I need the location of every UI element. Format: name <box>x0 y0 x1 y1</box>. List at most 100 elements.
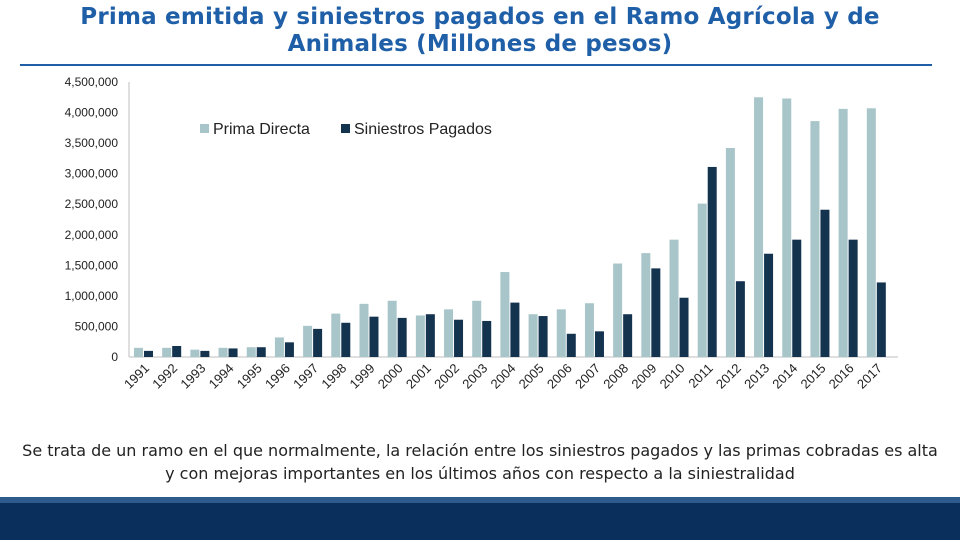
x-axis: 1991199219931994199519961997199819992000… <box>121 356 898 392</box>
chart-caption: Se trata de un ramo en el que normalment… <box>22 441 938 483</box>
bar-prima-directa <box>866 108 876 358</box>
x-tick-label: 2005 <box>516 361 547 392</box>
bar-prima-directa <box>190 349 200 357</box>
y-tick-label: 3,000,000 <box>65 167 119 181</box>
bar-siniestros-pagados <box>228 348 238 357</box>
bar-chart: 0 500,000 1,000,000 1,500,000 2,000,000 2,500… <box>65 75 898 392</box>
bar-prima-directa <box>641 253 651 357</box>
bar-siniestros-pagados <box>679 297 689 357</box>
bar-siniestros-pagados <box>538 316 548 357</box>
bar-siniestros-pagados <box>792 239 802 357</box>
bar-siniestros-pagados <box>256 347 266 357</box>
x-tick-label: 2010 <box>657 361 688 392</box>
x-tick-label: 1999 <box>347 361 378 392</box>
bar-siniestros-pagados <box>594 331 604 357</box>
bar-prima-directa <box>810 121 820 357</box>
x-tick-label: 2007 <box>572 361 603 392</box>
bar-prima-directa <box>274 337 284 357</box>
bar-prima-directa <box>584 303 594 357</box>
y-tick-label: 2,000,000 <box>65 228 119 242</box>
y-tick-label: 2,500,000 <box>65 197 119 211</box>
x-tick-label: 2016 <box>826 361 857 392</box>
bar-prima-directa <box>303 325 313 357</box>
bar-siniestros-pagados <box>144 350 153 357</box>
bar-prima-directa <box>556 309 566 357</box>
bar-prima-directa <box>669 239 679 357</box>
bar-prima-directa <box>218 347 228 357</box>
x-tick-label: 1997 <box>290 361 321 392</box>
bar-siniestros-pagados <box>876 282 886 357</box>
x-tick-label: 2011 <box>685 361 715 391</box>
x-tick-label: 2001 <box>403 361 434 392</box>
x-tick-label: 2006 <box>544 361 575 392</box>
y-tick-label: 4,000,000 <box>65 106 119 120</box>
bar-siniestros-pagados <box>848 239 858 357</box>
bar-prima-directa <box>838 108 848 357</box>
bar-prima-directa <box>528 314 538 357</box>
bar-siniestros-pagados <box>341 322 351 357</box>
y-axis: 0 500,000 1,000,000 1,500,000 2,000,000 2,500… <box>65 75 130 364</box>
legend-swatch <box>341 124 350 133</box>
x-tick-label: 2008 <box>600 361 631 392</box>
bar-siniestros-pagados <box>172 346 182 357</box>
bar-siniestros-pagados <box>820 209 830 357</box>
x-tick-label: 2000 <box>375 361 406 392</box>
bar-prima-directa <box>613 263 623 357</box>
x-tick-label: 1998 <box>318 361 349 392</box>
x-tick-label: 1992 <box>149 361 180 392</box>
x-tick-label: 2012 <box>713 361 744 392</box>
bar-siniestros-pagados <box>313 328 323 357</box>
bar-siniestros-pagados <box>707 166 717 357</box>
bar-prima-directa <box>697 203 707 357</box>
legend: Prima Directa Siniestros Pagados <box>200 121 492 138</box>
bar-siniestros-pagados <box>735 281 745 357</box>
bar-siniestros-pagados <box>454 319 464 357</box>
footer-accent <box>0 497 960 503</box>
x-tick-label: 1994 <box>206 361 237 392</box>
x-tick-label: 2013 <box>741 361 772 392</box>
x-tick-label: 2014 <box>769 361 800 392</box>
bar-siniestros-pagados <box>566 333 576 357</box>
bar-prima-directa <box>331 313 341 357</box>
footer-band <box>0 503 960 540</box>
legend-label: Siniestros Pagados <box>354 121 492 138</box>
y-tick-label: 500,000 <box>75 319 119 333</box>
bar-siniestros-pagados <box>284 342 294 357</box>
bar-prima-directa <box>754 97 764 358</box>
legend-swatch <box>200 124 209 133</box>
y-tick-label: 3,500,000 <box>65 136 119 150</box>
bar-prima-directa <box>725 148 735 357</box>
x-tick-label: 1991 <box>121 361 152 392</box>
bar-siniestros-pagados <box>623 314 633 357</box>
chart-title: Prima emitida y siniestros pagados en el… <box>80 4 880 57</box>
bar-prima-directa <box>500 272 510 357</box>
bar-prima-directa <box>444 309 454 357</box>
x-tick-label: 2015 <box>798 361 829 392</box>
title-divider <box>20 64 932 66</box>
y-tick-label: 1,500,000 <box>65 258 119 272</box>
legend-label: Prima Directa <box>213 121 310 138</box>
x-tick-label: 2017 <box>854 361 885 392</box>
bar-prima-directa <box>246 347 256 357</box>
bar-siniestros-pagados <box>651 268 661 357</box>
bar-prima-directa <box>782 98 792 357</box>
bar-siniestros-pagados <box>397 317 407 357</box>
x-tick-label: 2004 <box>487 361 518 392</box>
bar-siniestros-pagados <box>510 302 520 357</box>
x-tick-label: 2009 <box>628 361 659 392</box>
bar-prima-directa <box>387 300 397 357</box>
bar-siniestros-pagados <box>200 350 210 357</box>
bar-siniestros-pagados <box>482 320 492 357</box>
y-tick-label: 4,500,000 <box>65 75 119 89</box>
bar-prima-directa <box>359 303 369 357</box>
x-tick-label: 1995 <box>234 361 265 392</box>
bar-siniestros-pagados <box>425 314 435 357</box>
x-tick-label: 1996 <box>262 361 293 392</box>
x-tick-label: 1993 <box>177 361 208 392</box>
y-tick-label: 1,000,000 <box>65 289 119 303</box>
bar-siniestros-pagados <box>764 253 774 357</box>
bar-series-group <box>134 97 886 358</box>
legend-item-prima-directa: Prima Directa <box>200 121 310 138</box>
bar-prima-directa <box>162 347 172 357</box>
x-tick-label: 2002 <box>431 361 462 392</box>
